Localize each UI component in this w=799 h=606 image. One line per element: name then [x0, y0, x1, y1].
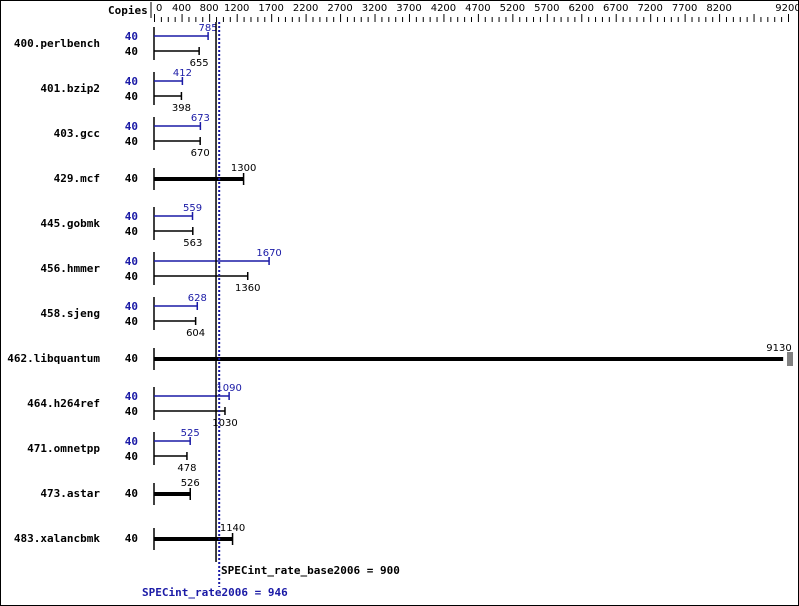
tick-label: 9200: [775, 3, 799, 14]
tick-label: 4700: [465, 3, 490, 14]
benchmark-label: 456.hmmer: [40, 262, 100, 275]
tick-label: 1700: [258, 3, 283, 14]
base-copies: 40: [125, 225, 138, 238]
peak-copies: 40: [125, 30, 138, 43]
axis-label: Copies: [108, 4, 148, 17]
base-value: 526: [181, 478, 200, 489]
benchmark-label: 458.sjeng: [40, 307, 100, 320]
base-copies: 40: [125, 532, 138, 545]
benchmark-label: 483.xalancbmk: [14, 532, 100, 545]
base-copies: 40: [125, 352, 138, 365]
base-value: 478: [177, 463, 196, 474]
base-copies: 40: [125, 270, 138, 283]
benchmark-label: 473.astar: [40, 487, 100, 500]
peak-copies: 40: [125, 390, 138, 403]
base-copies: 40: [125, 45, 138, 58]
benchmark-label: 462.libquantum: [7, 352, 100, 365]
base-value: 398: [172, 103, 191, 114]
tick-label: 6700: [603, 3, 628, 14]
tick-label: 800: [200, 3, 219, 14]
tick-label: 4200: [431, 3, 456, 14]
tick-label: 2700: [327, 3, 352, 14]
peak-copies: 40: [125, 120, 138, 133]
base-copies: 40: [125, 315, 138, 328]
peak-value: 1090: [216, 383, 241, 394]
peak-value: 785: [199, 23, 218, 34]
peak-copies: 40: [125, 300, 138, 313]
base-copies: 40: [125, 405, 138, 418]
benchmark-label: 429.mcf: [54, 172, 100, 185]
tick-label: 3700: [396, 3, 421, 14]
peak-value: 1670: [256, 248, 281, 259]
tick-label: 7200: [637, 3, 662, 14]
base-value: 1300: [231, 163, 256, 174]
tick-label: 6200: [569, 3, 594, 14]
peak-copies: 40: [125, 210, 138, 223]
benchmark-label: 400.perlbench: [14, 37, 100, 50]
tick-label: 5700: [534, 3, 559, 14]
base-value: 670: [191, 148, 210, 159]
peak-value: 412: [173, 68, 192, 79]
base-metric-label: SPECint_rate_base2006 = 900: [221, 564, 400, 577]
base-copies: 40: [125, 487, 138, 500]
base-copies: 40: [125, 172, 138, 185]
tick-label: 2200: [293, 3, 318, 14]
tick-label: 8200: [706, 3, 731, 14]
benchmark-label: 401.bzip2: [40, 82, 100, 95]
base-copies: 40: [125, 135, 138, 148]
peak-copies: 40: [125, 75, 138, 88]
peak-value: 628: [188, 293, 207, 304]
peak-copies: 40: [125, 255, 138, 268]
base-value: 1360: [235, 283, 260, 294]
benchmark-label: 403.gcc: [54, 127, 100, 140]
base-copies: 40: [125, 450, 138, 463]
tick-label: 3200: [362, 3, 387, 14]
base-value: 1140: [220, 523, 245, 534]
peak-value: 673: [191, 113, 210, 124]
base-value: 655: [190, 58, 209, 69]
benchmark-label: 445.gobmk: [40, 217, 100, 230]
base-value: 9130: [766, 343, 791, 354]
benchmark-label: 464.h264ref: [27, 397, 100, 410]
peak-value: 525: [181, 428, 200, 439]
tick-label: 7700: [672, 3, 697, 14]
tick-label: 400: [172, 3, 191, 14]
base-value: 604: [186, 328, 205, 339]
tick-label: 5200: [500, 3, 525, 14]
benchmark-label: 471.omnetpp: [27, 442, 100, 455]
tick-label: 1200: [224, 3, 249, 14]
tick-label: 0: [156, 3, 162, 14]
base-value: 1030: [212, 418, 237, 429]
base-value: 563: [183, 238, 202, 249]
peak-metric-label: SPECint_rate2006 = 946: [142, 586, 288, 599]
peak-value: 559: [183, 203, 202, 214]
base-copies: 40: [125, 90, 138, 103]
peak-copies: 40: [125, 435, 138, 448]
